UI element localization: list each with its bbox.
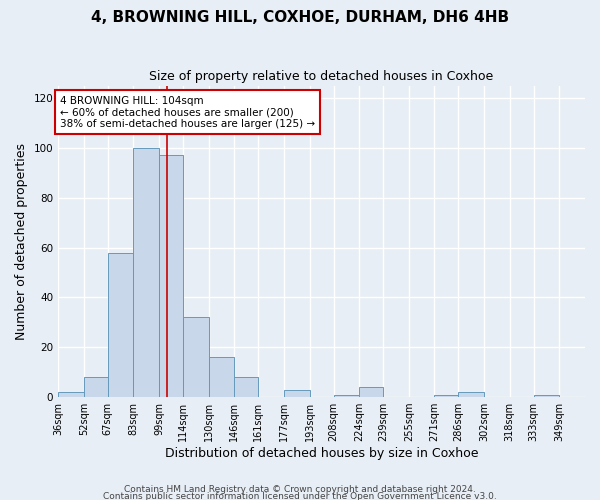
Bar [458,392,484,397]
Bar [359,387,383,397]
Title: Size of property relative to detached houses in Coxhoe: Size of property relative to detached ho… [149,70,494,83]
Bar [108,252,133,397]
Bar [235,377,259,397]
Bar [209,357,235,397]
X-axis label: Distribution of detached houses by size in Coxhoe: Distribution of detached houses by size … [165,447,478,460]
Bar [334,394,359,397]
Bar [534,394,559,397]
Bar [58,392,84,397]
Bar [183,318,209,397]
Y-axis label: Number of detached properties: Number of detached properties [15,143,28,340]
Bar [284,390,310,397]
Bar [434,394,458,397]
Bar [133,148,159,397]
Bar [159,156,183,397]
Text: 4, BROWNING HILL, COXHOE, DURHAM, DH6 4HB: 4, BROWNING HILL, COXHOE, DURHAM, DH6 4H… [91,10,509,25]
Text: 4 BROWNING HILL: 104sqm
← 60% of detached houses are smaller (200)
38% of semi-d: 4 BROWNING HILL: 104sqm ← 60% of detache… [60,96,315,128]
Bar [84,377,108,397]
Text: Contains HM Land Registry data © Crown copyright and database right 2024.: Contains HM Land Registry data © Crown c… [124,486,476,494]
Text: Contains public sector information licensed under the Open Government Licence v3: Contains public sector information licen… [103,492,497,500]
